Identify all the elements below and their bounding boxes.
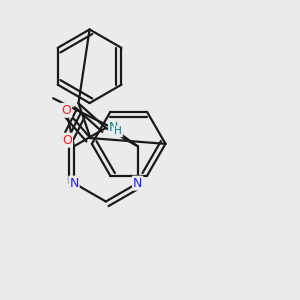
- Text: O: O: [62, 134, 72, 147]
- Text: N: N: [69, 177, 79, 190]
- Text: N: N: [109, 121, 118, 134]
- Text: O: O: [61, 104, 71, 117]
- Text: H: H: [114, 127, 122, 136]
- Text: N: N: [133, 177, 142, 190]
